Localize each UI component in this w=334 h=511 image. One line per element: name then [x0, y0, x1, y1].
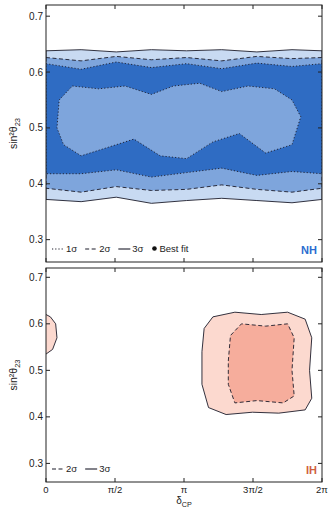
x-tick [46, 268, 47, 272]
x-tick-label: 2π [316, 484, 328, 495]
x-tick [115, 478, 116, 482]
plot-area [46, 50, 322, 204]
y-tick [46, 16, 50, 17]
legend-label: 3σ [99, 463, 110, 474]
y-tick [46, 463, 50, 464]
chart: 0.30.40.50.60.7sin²θ231σ2σ3σBest fitNH0.… [0, 0, 334, 511]
y-tick-label: 0.7 [29, 272, 43, 283]
legend-label: 2σ [66, 463, 77, 474]
contour-region [46, 312, 312, 414]
y-tick-label: 0.3 [29, 234, 43, 245]
legend-line [118, 248, 130, 249]
x-tick [184, 5, 185, 9]
y-tick [318, 323, 322, 324]
y-tick [318, 127, 322, 128]
y-tick [46, 183, 50, 184]
x-tick-label: π [181, 484, 188, 495]
y-tick [318, 277, 322, 278]
y-tick [46, 277, 50, 278]
x-tick-label: π/2 [108, 484, 122, 495]
legend-line [52, 468, 64, 469]
legend-label: Best fit [159, 243, 188, 254]
y-tick [318, 239, 322, 240]
x-tick [322, 5, 323, 9]
x-tick [253, 268, 254, 272]
x-tick [322, 268, 323, 272]
panel-tag: IH [306, 464, 317, 476]
legend: 1σ 2σ 3σ Best fit [52, 243, 189, 254]
x-tick [253, 5, 254, 9]
x-tick [115, 268, 116, 272]
y-tick-label: 0.5 [29, 122, 43, 133]
contour-region [228, 324, 294, 403]
panel-1: 0.3 0.4 0.5 0.6 0.7 0 π/2 π 3π/2 2π sin²θ23 δCP 2σ 3σ… [7, 268, 328, 509]
y-tick-label: 0.7 [29, 11, 43, 22]
y-tick [46, 239, 50, 240]
x-tick [322, 258, 323, 262]
x-tick [184, 478, 185, 482]
y-axis-label: sin²θ23 [7, 359, 22, 390]
y-tick [46, 370, 50, 371]
y-tick [318, 370, 322, 371]
y-tick [46, 127, 50, 128]
panel-0: 0.3 0.4 0.5 0.6 0.7 sin²θ23 1σ 2σ 3σ Best fit NH [7, 5, 322, 262]
x-tick [184, 268, 185, 272]
x-tick [46, 258, 47, 262]
y-tick [46, 323, 50, 324]
legend-line [52, 248, 64, 249]
x-axis-label: δCP [176, 495, 192, 509]
legend: 2σ 3σ [52, 463, 110, 474]
y-tick-label: 0.3 [29, 458, 43, 469]
x-tick-label: 0 [43, 484, 48, 495]
legend-label: 2σ [99, 243, 110, 254]
y-tick-label: 0.4 [29, 411, 43, 422]
x-tick [253, 258, 254, 262]
y-tick [318, 72, 322, 73]
y-axis-label: sin²θ23 [7, 118, 22, 149]
y-tick [318, 183, 322, 184]
legend-label: 1σ [66, 243, 77, 254]
x-tick-label: 3π/2 [243, 484, 263, 495]
y-tick-label: 0.6 [29, 67, 43, 78]
x-tick [46, 5, 47, 9]
legend-line [85, 248, 97, 249]
legend-marker [152, 246, 157, 251]
legend-line [85, 468, 97, 469]
contour-region [46, 62, 322, 177]
x-tick [46, 478, 47, 482]
plot-area [46, 312, 312, 414]
contour-region [46, 56, 322, 192]
x-tick [115, 5, 116, 9]
x-tick [322, 478, 323, 482]
frame [46, 5, 322, 262]
panel-tag: NH [301, 244, 317, 256]
y-tick [318, 16, 322, 17]
y-tick [46, 416, 50, 417]
y-tick-label: 0.6 [29, 318, 43, 329]
x-tick [115, 258, 116, 262]
contour-region [46, 50, 322, 204]
x-tick [184, 258, 185, 262]
y-tick [46, 72, 50, 73]
y-tick-label: 0.5 [29, 365, 43, 376]
x-tick [253, 478, 254, 482]
y-tick [318, 416, 322, 417]
y-tick [318, 463, 322, 464]
y-tick-label: 0.4 [29, 178, 43, 189]
frame [46, 268, 322, 482]
legend-label: 3σ [132, 243, 143, 254]
